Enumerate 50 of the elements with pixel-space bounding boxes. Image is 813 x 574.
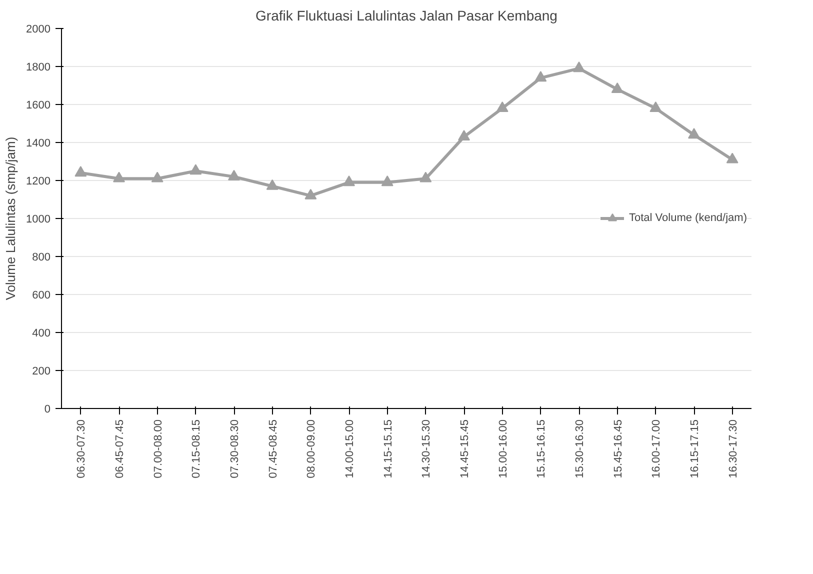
x-tick-label: 15.45-16.45 <box>612 420 624 478</box>
y-tick-label: 600 <box>32 290 51 302</box>
point <box>266 179 278 190</box>
point <box>688 128 700 139</box>
y-tick-label: 400 <box>32 328 51 340</box>
point <box>458 130 470 140</box>
x-tick-label: 07.00-08.00 <box>152 420 164 478</box>
point <box>151 172 164 182</box>
point <box>343 176 355 186</box>
x-tick-label: 07.15-08.15 <box>190 420 203 478</box>
point <box>228 170 240 180</box>
x-tick-label: 14.30-15.30 <box>420 420 433 478</box>
x-tick-label: 15.30-16.30 <box>574 420 586 478</box>
y-tick-label: 1200 <box>26 176 51 188</box>
x-tick-label: 07.45-08.45 <box>267 420 280 478</box>
x-tick-label: 15.15-16.15 <box>536 420 548 478</box>
y-tick-label: 1600 <box>26 100 51 112</box>
y-axis-title: Volume Lalulintas (smp/jam) <box>3 136 18 300</box>
point <box>113 172 125 182</box>
y-tick-label: 200 <box>32 366 51 378</box>
x-tick-label: 16.30-17.30 <box>727 420 740 478</box>
point <box>381 176 394 186</box>
point <box>420 172 432 182</box>
x-tick-label: 14.45-15.45 <box>459 420 471 478</box>
point <box>304 188 317 200</box>
x-tick-label: 14.15-15.15 <box>382 420 394 478</box>
x-tick-label: 16.15-17.15 <box>689 420 701 478</box>
x-tick-label: 06.30-07.30 <box>76 420 88 478</box>
x-tick-label: 08.00-09.00 <box>306 420 318 478</box>
point <box>611 82 624 93</box>
point <box>190 164 202 175</box>
point <box>573 62 585 72</box>
y-tick-label: 800 <box>32 252 51 264</box>
chart-title: Grafik Fluktuasi Lalulintas Jalan Pasar Kembang <box>256 8 558 24</box>
x-tick-label: 07.30-08.30 <box>229 420 241 478</box>
x-tick-label: 16.00-17.00 <box>650 420 663 478</box>
x-tick-label: 15.00-16.00 <box>497 420 510 478</box>
y-tick-label: 1800 <box>26 62 51 74</box>
y-tick-label: 1000 <box>26 214 51 226</box>
point <box>74 166 87 177</box>
point <box>496 101 508 112</box>
point <box>534 71 547 82</box>
y-tick-label: 1400 <box>26 138 51 150</box>
x-tick-label: 14.00-15.00 <box>344 420 356 478</box>
y-tick-label: 0 <box>44 404 51 416</box>
x-tick-label: 06.45-07.45 <box>114 420 126 478</box>
y-tick-label: 2000 <box>26 24 51 36</box>
point <box>726 152 738 164</box>
legend-label: Total Volume (kend/jam) <box>629 212 747 224</box>
point <box>650 101 662 112</box>
